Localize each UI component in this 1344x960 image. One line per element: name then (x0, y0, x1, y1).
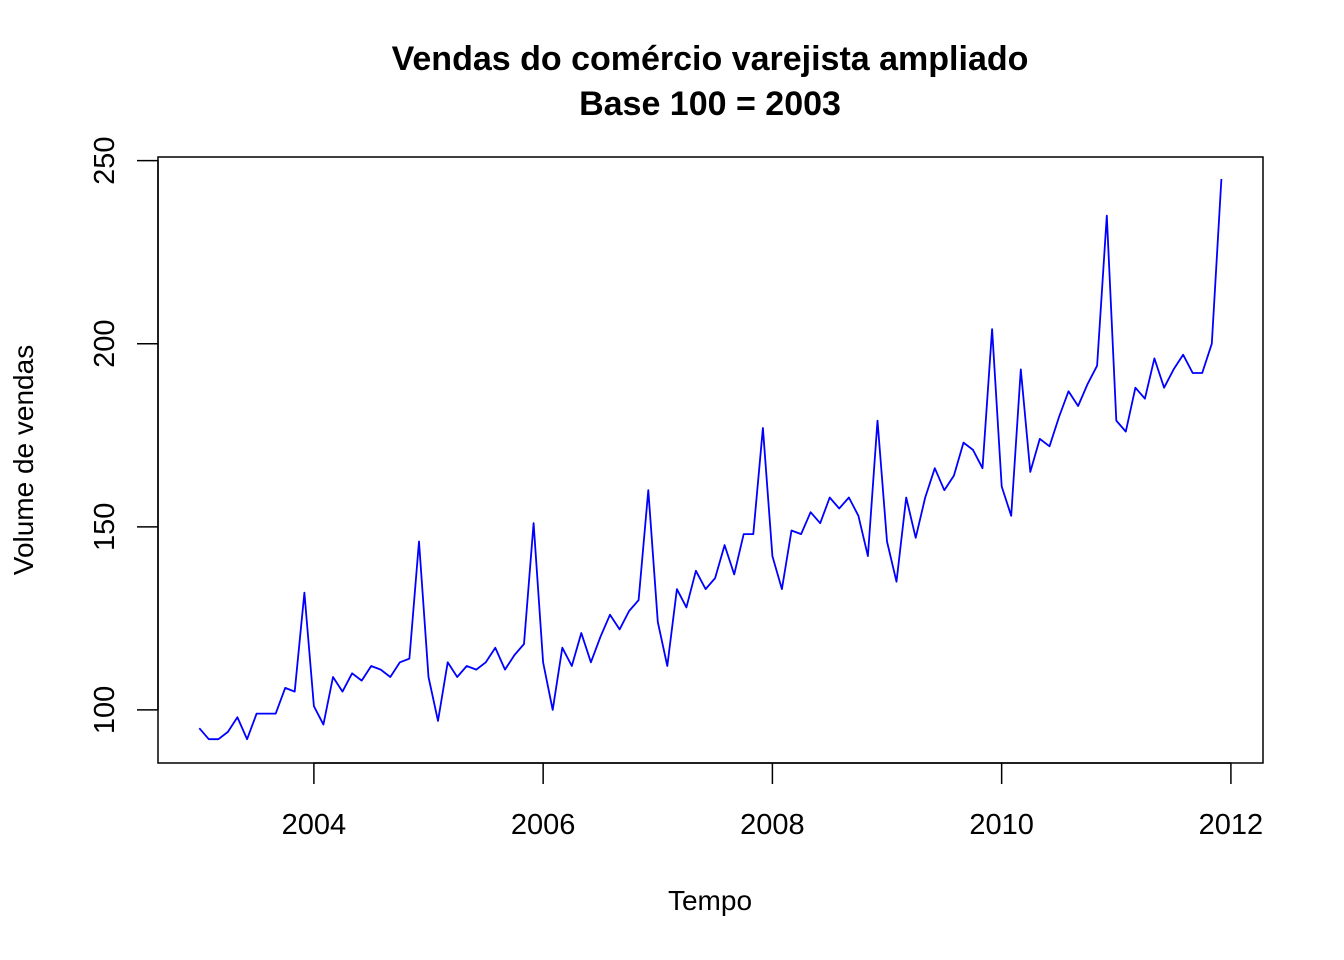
y-tick-label: 200 (89, 320, 121, 368)
x-tick-label: 2010 (969, 809, 1034, 841)
x-axis: 2004 2006 2008 2010 2012 (282, 762, 1264, 841)
x-tick-label: 2012 (1199, 809, 1264, 841)
series-layer (198, 178, 1223, 741)
y-tick-label: 150 (89, 503, 121, 551)
plot-frame (157, 156, 1264, 764)
x-tick-label: 2004 (282, 809, 347, 841)
y-axis-label: Volume de vendas (8, 345, 39, 575)
series-line (198, 178, 1223, 741)
chart-title: Vendas do comércio varejista ampliado (392, 40, 1029, 78)
y-tick-label: 250 (89, 136, 121, 184)
x-tick-label: 2008 (740, 809, 805, 841)
x-axis-label: Tempo (668, 885, 752, 916)
chart-subtitle: Base 100 = 2003 (579, 85, 841, 123)
x-tick-label: 2006 (511, 809, 576, 841)
y-axis: 100 150 200 250 (89, 136, 159, 734)
y-tick-label: 100 (89, 686, 121, 734)
